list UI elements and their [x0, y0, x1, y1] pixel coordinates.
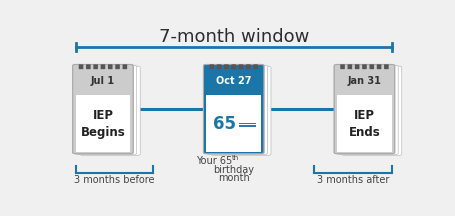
Bar	[206, 95, 261, 152]
Text: Oct 27: Oct 27	[216, 76, 251, 86]
Text: Jan 31: Jan 31	[347, 76, 380, 86]
FancyBboxPatch shape	[210, 66, 270, 155]
FancyBboxPatch shape	[334, 65, 394, 154]
Text: birthday: birthday	[213, 165, 253, 175]
Bar	[238, 123, 255, 125]
Text: th: th	[232, 155, 239, 161]
Text: Your 65: Your 65	[195, 156, 232, 166]
FancyBboxPatch shape	[209, 64, 213, 69]
Text: Jul 1: Jul 1	[91, 76, 115, 86]
FancyBboxPatch shape	[76, 65, 136, 154]
FancyBboxPatch shape	[72, 65, 133, 154]
Text: IEP
Ends: IEP Ends	[348, 109, 379, 138]
Text: 7-month window: 7-month window	[158, 29, 308, 46]
Text: 65: 65	[213, 115, 236, 133]
FancyBboxPatch shape	[361, 64, 366, 69]
FancyBboxPatch shape	[115, 64, 120, 69]
FancyBboxPatch shape	[207, 65, 267, 154]
FancyBboxPatch shape	[80, 66, 140, 155]
Bar	[241, 122, 243, 123]
FancyBboxPatch shape	[223, 64, 228, 69]
FancyBboxPatch shape	[79, 64, 83, 69]
Bar	[336, 95, 391, 152]
FancyBboxPatch shape	[369, 64, 373, 69]
FancyBboxPatch shape	[122, 64, 127, 69]
FancyBboxPatch shape	[203, 65, 263, 154]
Text: month: month	[217, 173, 249, 183]
FancyBboxPatch shape	[337, 65, 397, 154]
FancyBboxPatch shape	[354, 64, 359, 69]
FancyBboxPatch shape	[216, 64, 221, 69]
FancyBboxPatch shape	[383, 64, 388, 69]
FancyBboxPatch shape	[340, 66, 401, 155]
FancyBboxPatch shape	[339, 64, 344, 69]
Text: 3 months after: 3 months after	[316, 175, 388, 185]
FancyBboxPatch shape	[245, 64, 250, 69]
FancyBboxPatch shape	[253, 64, 258, 69]
Bar	[251, 122, 253, 123]
FancyBboxPatch shape	[376, 64, 380, 69]
FancyBboxPatch shape	[347, 64, 351, 69]
FancyBboxPatch shape	[108, 64, 112, 69]
Text: 3 months before: 3 months before	[74, 175, 154, 185]
FancyBboxPatch shape	[238, 64, 243, 69]
FancyBboxPatch shape	[203, 65, 263, 154]
FancyBboxPatch shape	[231, 64, 236, 69]
Bar	[238, 125, 255, 128]
FancyBboxPatch shape	[334, 65, 394, 154]
Text: IEP
Begins: IEP Begins	[81, 109, 125, 138]
FancyBboxPatch shape	[93, 64, 98, 69]
Bar	[246, 122, 248, 123]
FancyBboxPatch shape	[86, 64, 91, 69]
FancyBboxPatch shape	[72, 65, 133, 154]
FancyBboxPatch shape	[101, 64, 105, 69]
Bar	[76, 95, 130, 152]
